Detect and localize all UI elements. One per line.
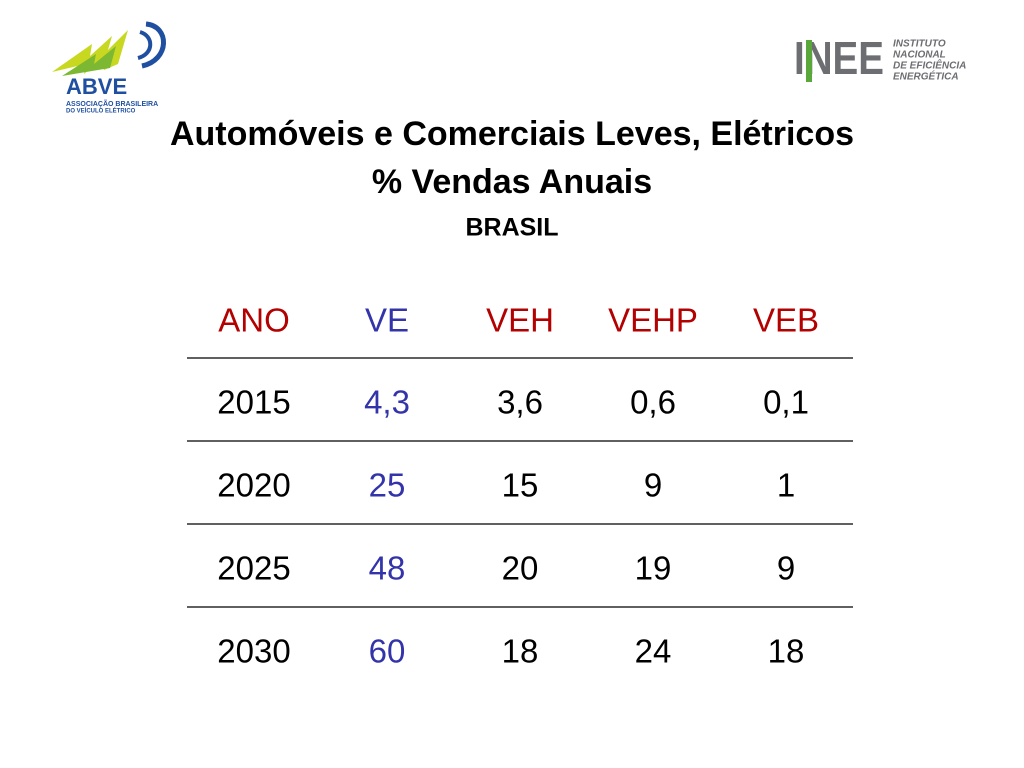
cell: 25 (369, 467, 406, 504)
cell: 4,3 (364, 384, 410, 421)
cell: 18 (768, 633, 805, 670)
header-cell: VE (365, 302, 409, 339)
header-cell: VEH (486, 302, 554, 339)
cell: 2030 (217, 633, 290, 670)
logo-text: INSTITUTO (893, 39, 946, 50)
cell: 0,1 (763, 384, 809, 421)
abve-logo: ABVE ASSOCIAÇÃO BRASILEIRA DO VEÍCULO EL… (52, 21, 166, 115)
logo-text: ENERGÉTICA (893, 70, 959, 83)
cell: 19 (635, 550, 672, 587)
cell: 20 (502, 550, 539, 587)
header-cell: VEB (753, 302, 819, 339)
logo-text: ASSOCIAÇÃO BRASILEIRA (66, 99, 158, 108)
cell: 9 (644, 467, 662, 504)
logo-arc (137, 30, 153, 60)
cell: 0,6 (630, 384, 676, 421)
cell: 3,6 (497, 384, 543, 421)
cell: 1 (777, 467, 795, 504)
title: Automóveis e Comerciais Leves, Elétricos (170, 115, 854, 153)
cell: 9 (777, 550, 795, 587)
logo-text: NACIONAL (893, 50, 946, 61)
cell: 48 (369, 550, 406, 587)
header-cell: ANO (218, 302, 290, 339)
cell: 24 (635, 633, 672, 670)
cell: 2015 (217, 384, 290, 421)
title: % Vendas Anuais (372, 163, 652, 201)
inee-logo: INEE INSTITUTO NACIONAL DE EFICIÊNCIA EN… (794, 32, 966, 84)
cell: 60 (369, 633, 406, 670)
logo-bolt (62, 46, 116, 76)
subtitle: BRASIL (465, 214, 558, 242)
logo-accent (806, 40, 812, 82)
header-cell: VEHP (608, 302, 698, 339)
cell: 15 (502, 467, 539, 504)
logo-text: DO VEÍCULO ELÉTRICO (66, 107, 136, 115)
logo-text: ABVE (66, 74, 127, 99)
logo-arc (141, 21, 166, 69)
cell: 2020 (217, 467, 290, 504)
cell: 18 (502, 633, 539, 670)
logo-text: DE EFICIÊNCIA (893, 59, 966, 72)
cell: 2025 (217, 550, 290, 587)
